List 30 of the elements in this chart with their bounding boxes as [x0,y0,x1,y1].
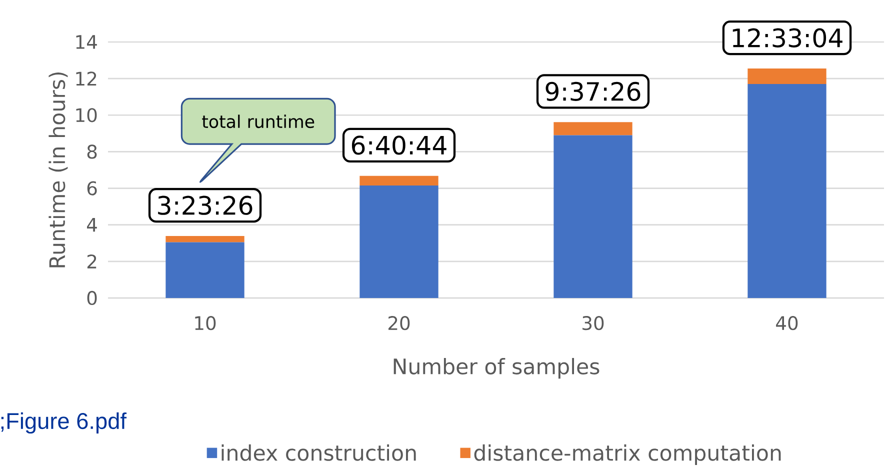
x-tick-label: 20 [388,316,410,330]
annotation: 3:23:26 [158,196,252,215]
y-tick-label: 14 [76,35,97,49]
x-axis-title: Number of samples [394,358,600,379]
bar [748,84,826,298]
y-tick-label: 2 [87,254,96,268]
annotation: total runtime [202,114,314,128]
bar [748,68,826,84]
text: ;Figure 6.pdf [1,412,127,434]
bar [166,236,244,242]
x-tick-label: 10 [195,316,216,330]
y-tick-label: 4 [87,218,97,232]
x-tick-label: 40 [776,316,798,330]
x-tick-label: 30 [582,316,604,330]
bar [360,176,438,186]
y-tick-label: 6 [87,181,97,196]
annotation: 12:33:04 [732,28,842,48]
annotation: 6:40:44 [352,136,446,155]
bar [360,186,438,298]
legend-label: distance-matrix computation [474,444,781,466]
y-tick-label: 0 [87,290,97,306]
bar [554,122,632,136]
annotation: 9:37:26 [546,82,640,102]
y-tick-label: 8 [87,144,97,159]
bar [166,242,244,298]
legend-label: index construction [222,444,416,461]
y-axis-title: Runtime (in hours) [48,72,68,268]
y-tick-label: 12 [76,72,96,86]
bar [554,135,632,298]
y-tick-label: 10 [76,108,97,122]
